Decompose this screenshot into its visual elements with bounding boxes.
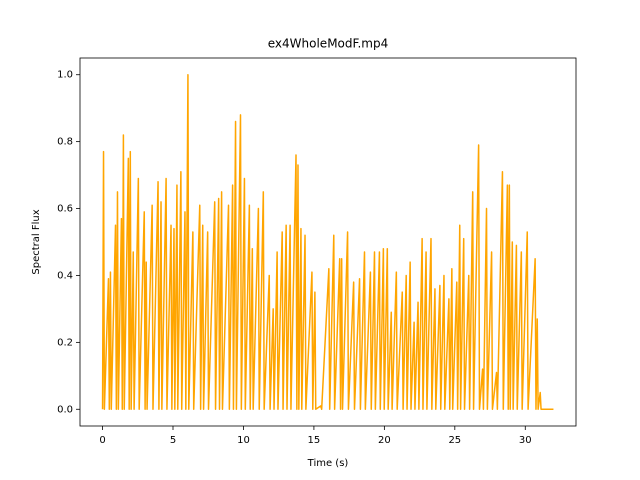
- y-tick-label: 0.2: [57, 337, 73, 348]
- x-tick-label: 0: [99, 435, 105, 446]
- x-tick-label: 20: [378, 435, 391, 446]
- x-axis-label: Time (s): [307, 458, 349, 469]
- data-line: [101, 73, 554, 411]
- x-tick-label: 30: [519, 435, 532, 446]
- x-tick-label: 25: [448, 435, 461, 446]
- x-tick-label: 10: [237, 435, 250, 446]
- y-tick-label: 0.4: [57, 270, 73, 281]
- y-tick-label: 0.6: [57, 204, 73, 215]
- y-axis-label: Spectral Flux: [31, 209, 42, 274]
- y-tick-label: 0.0: [57, 404, 73, 415]
- y-tick-label: 1.0: [57, 70, 73, 81]
- plot-frame: [79, 57, 577, 427]
- x-tick-label: 5: [170, 435, 176, 446]
- x-tick-label: 15: [308, 435, 321, 446]
- chart-title: ex4WholeModF.mp4: [268, 37, 388, 51]
- y-tick-label: 0.8: [57, 137, 73, 148]
